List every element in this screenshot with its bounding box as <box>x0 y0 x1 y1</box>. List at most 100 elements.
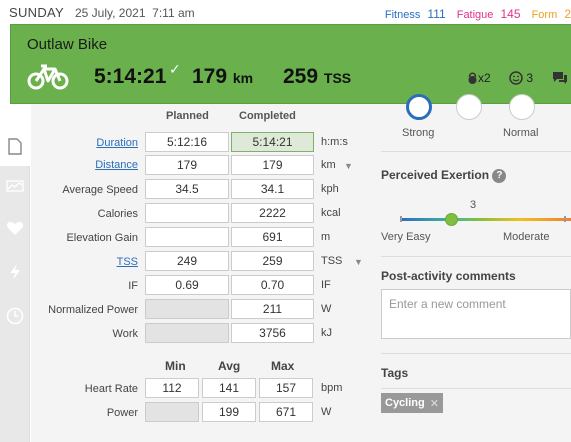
np-completed-input[interactable]: 211 <box>231 299 314 319</box>
tss-unit-label: TSS <box>321 255 343 267</box>
fitness-label: Fitness <box>384 9 421 21</box>
np-planned-input <box>145 299 229 319</box>
sidebar-time-tab[interactable] <box>0 296 30 336</box>
avg-speed-completed-input[interactable]: 34.1 <box>231 179 314 199</box>
np-label: Normalized Power <box>48 304 138 316</box>
rpe-value: 3 <box>470 199 477 211</box>
hr-avg-input[interactable]: 141 <box>202 378 256 398</box>
tag-cycling[interactable]: Cycling ✕ <box>381 393 443 413</box>
bike-icon <box>27 64 69 90</box>
distance-completed-input[interactable]: 179 <box>231 155 314 175</box>
sidebar-power-tab[interactable] <box>0 252 30 292</box>
rpe-slider-track[interactable] <box>401 218 571 221</box>
completed-header: Completed <box>239 110 296 122</box>
tss-unit-dropdown-icon[interactable]: ▼ <box>354 257 363 267</box>
tss-planned-input[interactable]: 249 <box>145 251 229 271</box>
if-planned-input[interactable]: 0.69 <box>145 275 229 295</box>
sidebar-heart-tab[interactable] <box>0 208 30 248</box>
hr-min-input[interactable]: 112 <box>145 378 199 398</box>
feel-strong-option[interactable] <box>406 94 432 120</box>
rpe-low-label: Very Easy <box>381 231 431 243</box>
form-value: 2 <box>564 7 571 21</box>
top-bar: SUNDAY 25 July, 2021 7:11 am Fitness 111… <box>0 0 571 24</box>
elevation-planned-input[interactable] <box>145 227 229 247</box>
graph-icon <box>6 180 24 192</box>
distance-planned-input[interactable]: 179 <box>145 155 229 175</box>
fitness-value: 111 <box>427 7 446 21</box>
kettlebell-icon <box>468 72 477 84</box>
elevation-label: Elevation Gain <box>66 232 138 244</box>
equipment-indicator[interactable]: x2 <box>467 71 491 85</box>
workout-distance: 179 km <box>192 65 253 89</box>
divider <box>381 353 571 354</box>
fitness-metrics: Fitness 111 Fatigue 145 Form 2 <box>377 7 571 21</box>
max-header: Max <box>271 359 295 373</box>
work-label: Work <box>112 328 138 340</box>
completed-check-icon: ✓ <box>169 61 181 77</box>
distance-unit: km <box>232 70 254 86</box>
work-unit: kJ <box>321 327 332 339</box>
feel-normal-option[interactable] <box>509 94 535 120</box>
tss-completed-input[interactable]: 259 <box>231 251 314 271</box>
calories-planned-input[interactable] <box>145 203 229 223</box>
sidebar-graph-tab[interactable] <box>0 166 30 206</box>
feel-neutral-option[interactable] <box>456 94 482 120</box>
rpe-slider-handle[interactable] <box>445 213 458 226</box>
if-unit: IF <box>321 279 331 291</box>
comment-input[interactable]: Enter a new comment <box>381 289 571 339</box>
tss-label[interactable]: TSS <box>116 256 138 268</box>
form-metric: Form 2 <box>528 7 571 21</box>
duration-label[interactable]: Duration <box>96 137 138 149</box>
duration-completed-input[interactable]: 5:14:21 <box>231 132 314 152</box>
feel-count: 3 <box>526 71 534 85</box>
work-planned-input <box>145 323 229 343</box>
form-label: Form <box>531 9 558 21</box>
sidebar-summary-tab[interactable] <box>0 126 30 166</box>
heart-rate-label: Heart Rate <box>84 383 138 395</box>
power-label: Power <box>106 407 138 419</box>
calories-label: Calories <box>97 208 138 220</box>
fatigue-label: Fatigue <box>456 9 494 21</box>
date-text: 25 July, 2021 <box>75 6 146 20</box>
workout-tss: 259 TSS <box>283 65 351 89</box>
rpe-tick-end <box>564 216 566 222</box>
avg-header: Avg <box>218 359 241 373</box>
day-label: SUNDAY <box>9 5 65 20</box>
hr-max-input[interactable]: 157 <box>259 378 313 398</box>
feel-indicator[interactable]: 3 <box>509 71 533 85</box>
feel-strong-label: Strong <box>402 127 435 139</box>
document-icon <box>8 137 22 155</box>
rpe-mid-label: Moderate <box>503 231 550 243</box>
power-min-input <box>145 402 199 422</box>
distance-value: 179 <box>192 65 228 88</box>
remove-tag-icon[interactable]: ✕ <box>429 397 439 410</box>
avg-speed-planned-input[interactable]: 34.5 <box>145 179 229 199</box>
rpe-tick-start <box>400 216 402 222</box>
min-header: Min <box>165 359 186 373</box>
distance-unit-dropdown-icon[interactable]: ▼ <box>344 161 353 171</box>
fitness-metric: Fitness 111 <box>381 7 446 21</box>
calories-completed-input[interactable]: 2222 <box>231 203 314 223</box>
workout-title[interactable]: Outlaw Bike <box>27 36 108 53</box>
work-completed-input[interactable]: 3756 <box>231 323 314 343</box>
time-text: 7:11 am <box>152 6 195 20</box>
tss-value: 259 <box>283 65 319 88</box>
if-completed-input[interactable]: 0.70 <box>231 275 314 295</box>
power-max-input[interactable]: 671 <box>259 402 313 422</box>
divider <box>381 151 571 152</box>
divider <box>381 256 571 257</box>
fatigue-value: 145 <box>500 7 521 21</box>
elevation-completed-input[interactable]: 691 <box>231 227 314 247</box>
workout-summary-panel: Outlaw Bike 5:14:21 ✓ 179 km 259 TSS x2 … <box>10 24 571 104</box>
lightning-icon <box>10 264 20 280</box>
comments-icon[interactable] <box>552 71 568 85</box>
tag-label: Cycling <box>385 397 425 409</box>
power-avg-input[interactable]: 199 <box>202 402 256 422</box>
comments-title: Post-activity comments <box>381 269 516 283</box>
equipment-count: x2 <box>478 71 491 85</box>
elevation-unit: m <box>321 231 331 243</box>
planned-header: Planned <box>166 110 209 122</box>
distance-label[interactable]: Distance <box>95 159 138 171</box>
help-icon[interactable]: ? <box>492 169 507 183</box>
duration-planned-input[interactable]: 5:12:16 <box>145 132 229 152</box>
